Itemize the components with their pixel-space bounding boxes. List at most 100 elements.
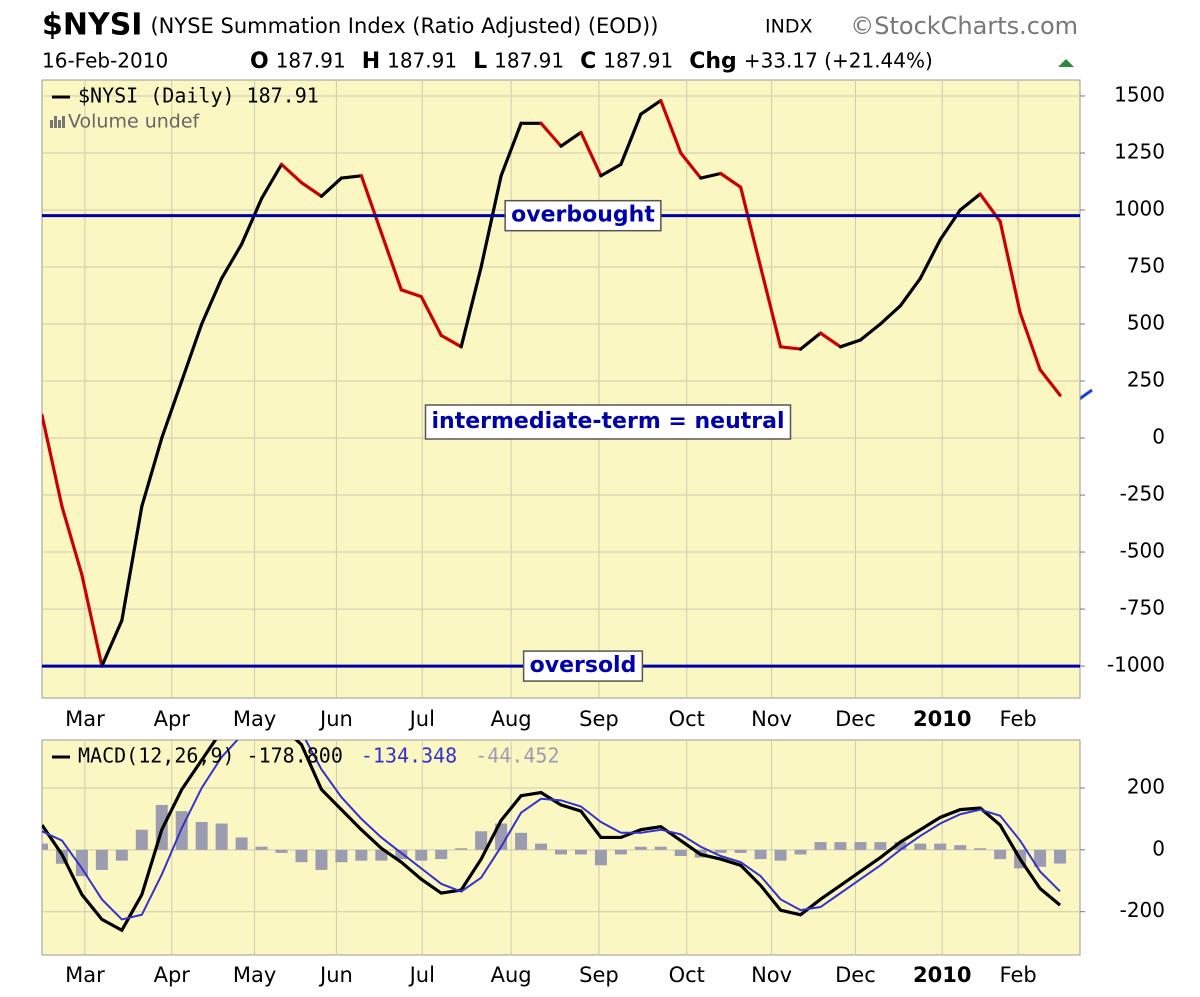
y-tick-label: 200 [1127, 774, 1165, 798]
histogram-bar [834, 842, 847, 850]
x-tick-label: Sep [579, 963, 619, 987]
annotation-box [424, 404, 792, 440]
x-tick-label: Mar [65, 707, 105, 731]
y-tick-label: 1000 [1114, 196, 1165, 220]
x-tick-label: Mar [65, 963, 105, 987]
x-tick-label: May [233, 963, 276, 987]
histogram-bar [714, 849, 727, 853]
legend-value: -178.800 [247, 744, 343, 768]
histogram-bar [734, 849, 747, 853]
line-segment [419, 295, 443, 338]
x-tick-label: Dec [835, 963, 876, 987]
line-segment [100, 618, 124, 668]
histogram-bar [1054, 849, 1067, 864]
x-tick-label: Feb [1000, 707, 1037, 731]
histogram-bar [375, 849, 388, 861]
line-segment [579, 130, 603, 178]
quote-date: 16-Feb-2010 [42, 49, 168, 73]
histogram-bar [654, 846, 667, 850]
line-segment [559, 130, 583, 148]
volume-icon [58, 120, 61, 128]
legend-value: -134.348 [361, 744, 457, 768]
chart-subtitle: (NYSE Summation Index (Ratio Adjusted) (… [150, 14, 658, 38]
histogram-bar [135, 829, 148, 850]
histogram-bar [934, 843, 947, 850]
y-tick-label: 0 [1152, 836, 1165, 860]
histogram-bar [255, 846, 268, 850]
histogram-bar [814, 842, 827, 850]
histogram-bar [395, 849, 408, 860]
line-segment [60, 504, 84, 577]
chart-title: $NYSI [42, 8, 142, 43]
x-tick-label: Nov [751, 707, 792, 731]
x-tick-label: 2010 [913, 707, 971, 731]
line-segment [1038, 368, 1062, 397]
line-segment [659, 98, 683, 155]
histogram-bar [295, 849, 308, 863]
x-tick-label: Jul [408, 963, 435, 987]
line-segment [499, 121, 523, 178]
plot-background [41, 739, 1081, 956]
legend-value: -44.452 [475, 744, 559, 768]
y-tick-label: -250 [1120, 482, 1165, 506]
quote-value: 187.91 [603, 49, 673, 73]
histogram-bar [574, 849, 587, 855]
histogram-bar [335, 849, 348, 863]
line-segment [140, 436, 164, 509]
histogram-bar [235, 837, 248, 850]
line-segment [399, 288, 423, 299]
histogram-bar [115, 849, 128, 861]
quote-label: L [473, 49, 487, 74]
line-segment [759, 265, 783, 349]
line-segment [359, 174, 383, 235]
line-segment [838, 338, 863, 349]
line-segment [80, 573, 104, 668]
quote-value: +33.17 (+21.44%) [744, 49, 933, 73]
quote-label: H [362, 49, 380, 74]
line-segment [220, 242, 244, 280]
line-segment [42, 413, 64, 509]
histogram-bar [914, 843, 927, 850]
line-segment [180, 322, 204, 383]
x-tick-label: Jun [318, 963, 353, 987]
x-tick-label: May [233, 707, 276, 731]
x-tick-label: Apr [154, 707, 191, 731]
line-segment [240, 196, 264, 246]
histogram-bar [634, 846, 647, 850]
x-tick-label: Jul [408, 707, 435, 731]
y-tick-label: 1250 [1114, 139, 1165, 163]
line-segment [719, 171, 743, 189]
histogram-bar [355, 849, 368, 861]
histogram-bar [594, 849, 607, 866]
quote-value: 187.91 [276, 49, 346, 73]
y-tick-label: 500 [1127, 311, 1165, 335]
line-segment [818, 331, 843, 349]
line-segment [459, 265, 483, 349]
x-tick-label: Dec [835, 707, 876, 731]
x-tick-label: Nov [751, 963, 792, 987]
line-segment [279, 162, 304, 185]
y-tick-label: 0 [1152, 425, 1165, 449]
line-segment [259, 162, 284, 201]
y-tick-label: -200 [1120, 898, 1165, 922]
volume-icon [50, 120, 53, 128]
line-segment [339, 174, 363, 180]
line-segment [599, 162, 623, 178]
histogram-bar [42, 843, 48, 850]
y-tick-label: -1000 [1107, 653, 1165, 677]
line-segment [299, 181, 324, 198]
histogram-bar [894, 842, 907, 850]
quote-label: O [250, 49, 269, 74]
reference-label: overbought [511, 203, 655, 228]
x-tick-label: Oct [669, 707, 705, 731]
histogram-bar [215, 823, 228, 850]
plot-layer [42, 98, 1062, 668]
line-segment [479, 174, 503, 269]
line-segment [878, 304, 902, 326]
histogram-bar [874, 842, 887, 850]
line-segment [160, 379, 184, 440]
histogram-bar [195, 821, 208, 850]
line-segment [798, 331, 823, 351]
